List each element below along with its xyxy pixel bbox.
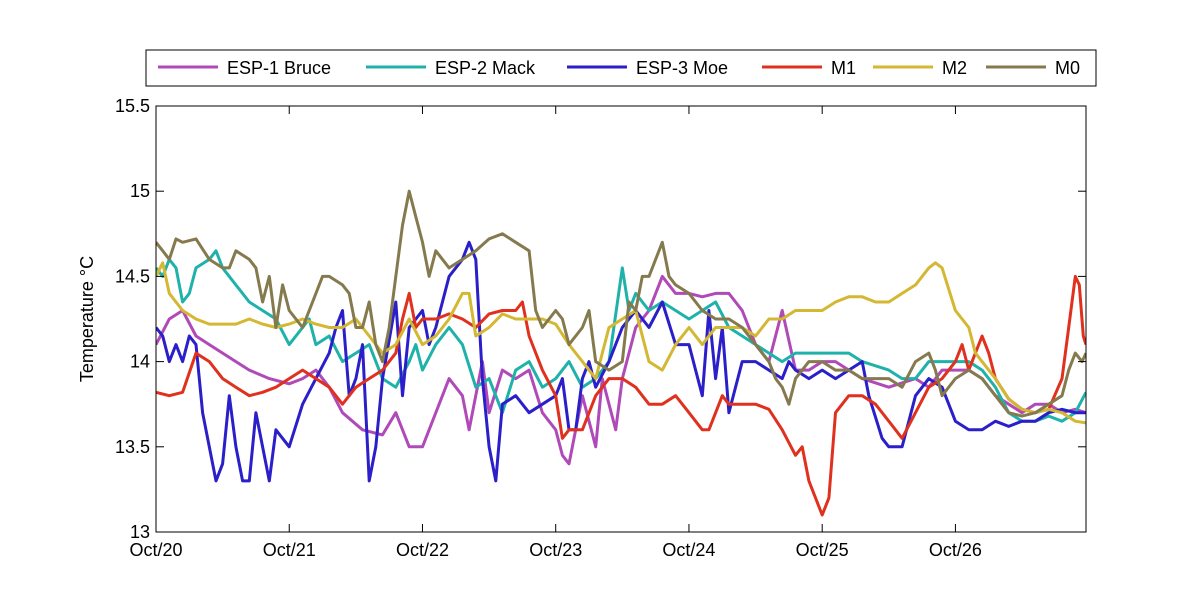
y-tick-label: 15 — [130, 181, 150, 201]
legend-label: ESP-3 Moe — [636, 58, 728, 78]
y-tick-label: 14.5 — [115, 266, 150, 286]
y-tick-label: 13 — [130, 522, 150, 542]
series-line-m1 — [156, 274, 1086, 517]
series-line-m2 — [156, 261, 1086, 425]
x-tick-label: Oct/25 — [796, 540, 849, 560]
legend-label: ESP-2 Mack — [435, 58, 536, 78]
y-axis-label: Temperature °C — [77, 256, 97, 382]
y-tick-label: 15.5 — [115, 96, 150, 116]
y-tick-label: 13.5 — [115, 437, 150, 457]
x-tick-label: Oct/24 — [662, 540, 715, 560]
legend-label: M1 — [831, 58, 856, 78]
plot-frame — [155, 105, 1087, 533]
legend: ESP-1 Bruce ESP-2 Mack ESP-3 Moe M1 M2 M0 — [145, 49, 1097, 87]
y-tick-label: 14 — [130, 352, 150, 372]
legend-label: M0 — [1055, 58, 1080, 78]
legend-label: M2 — [942, 58, 967, 78]
x-tick-label: Oct/21 — [263, 540, 316, 560]
x-tick-label: Oct/23 — [529, 540, 582, 560]
x-tick-label: Oct/20 — [129, 540, 182, 560]
x-tick-label: Oct/22 — [396, 540, 449, 560]
series-line-m0 — [156, 189, 1086, 418]
legend-label: ESP-1 Bruce — [227, 58, 331, 78]
x-tick-label: Oct/26 — [929, 540, 982, 560]
